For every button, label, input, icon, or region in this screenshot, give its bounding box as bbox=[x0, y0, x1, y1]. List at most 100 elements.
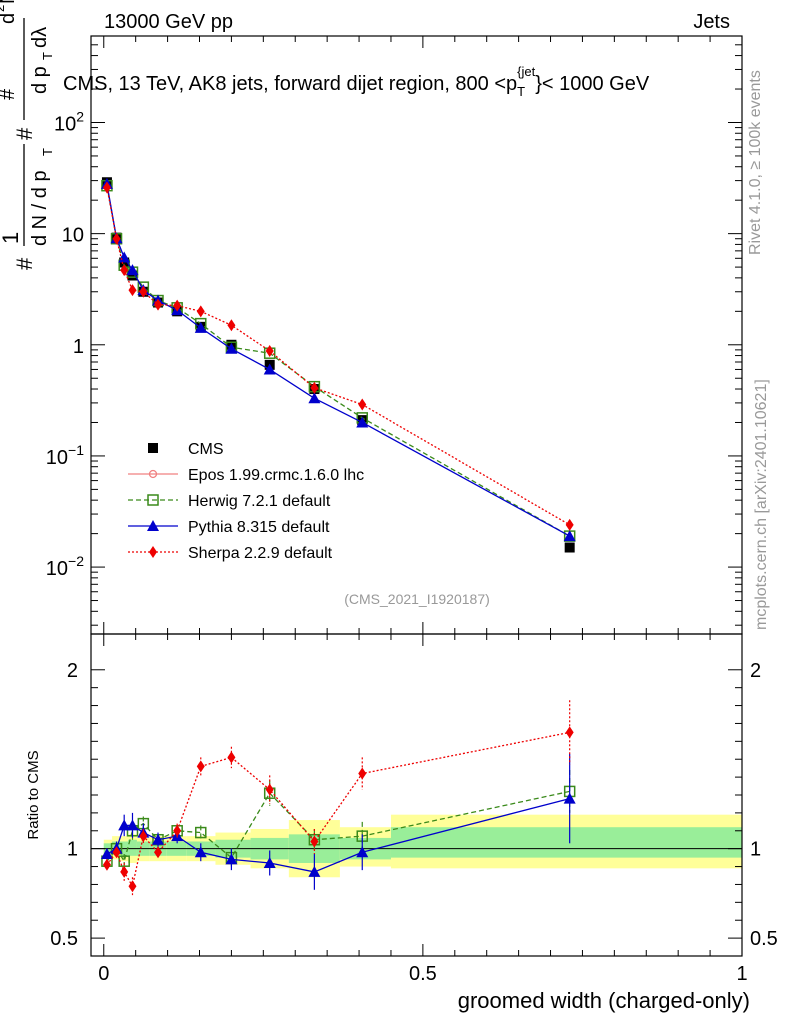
pythia-point bbox=[563, 530, 576, 542]
cms-point bbox=[564, 542, 575, 553]
svg-text:N: N bbox=[0, 0, 19, 4]
ratio-inner-band-3 bbox=[128, 839, 137, 856]
herwig-ratio-point bbox=[195, 826, 207, 839]
y-tick-label: 102 bbox=[54, 108, 84, 135]
ratio-y-tick-label-right: 0.5 bbox=[750, 928, 778, 950]
y-tick-label: 10−2 bbox=[46, 553, 84, 580]
x-tick-label: 1 bbox=[736, 963, 747, 985]
series-layer bbox=[100, 177, 576, 896]
ratio-y-tick-label-right: 2 bbox=[750, 660, 761, 682]
sherpa-ratio-point bbox=[120, 865, 129, 878]
sherpa-point bbox=[120, 264, 129, 277]
pythia-ratio-point bbox=[194, 846, 207, 858]
legend-label-herwig: Herwig 7.2.1 default bbox=[188, 493, 331, 510]
sherpa-ratio-point bbox=[139, 830, 148, 843]
x-axis-label: groomed width (charged-only) bbox=[458, 988, 750, 1013]
sherpa-point bbox=[310, 381, 319, 394]
sherpa-ratio-point bbox=[265, 783, 274, 796]
sherpa-ratio-point bbox=[196, 760, 205, 773]
header-left: 13000 GeV pp bbox=[104, 11, 233, 33]
pythia-point bbox=[118, 251, 131, 263]
legend-label-sherpa: Sherpa 2.2.9 default bbox=[188, 545, 333, 562]
svg-text:1: 1 bbox=[0, 232, 23, 244]
ratio-frame bbox=[90, 633, 743, 957]
cms-point bbox=[127, 270, 138, 281]
sherpa-ratio-point bbox=[128, 880, 137, 893]
svg-text:d N / d p: d N / d p bbox=[29, 170, 51, 246]
sherpa-point bbox=[565, 518, 574, 531]
side-text-bottom: mcplots.cern.ch [arXiv:2401.10621] bbox=[753, 379, 770, 630]
pythia-point bbox=[225, 342, 238, 354]
sherpa-ratio-point bbox=[565, 726, 574, 739]
ratio-y-tick-label: 0.5 bbox=[50, 928, 78, 950]
pythia-ratio-point bbox=[563, 792, 576, 804]
analysis-watermark: (CMS_2021_I1920187) bbox=[344, 591, 490, 607]
sherpa-point bbox=[139, 285, 148, 298]
chart-title: CMS, 13 TeV, AK8 jets, forward dijet reg… bbox=[63, 64, 650, 99]
pythia-point bbox=[194, 321, 207, 333]
pythia-point bbox=[356, 416, 369, 428]
svg-text:T: T bbox=[40, 148, 55, 156]
y-tick-label: 10−1 bbox=[46, 442, 84, 469]
ratio-y-axis-label: Ratio to CMS bbox=[25, 750, 42, 839]
legend: CMS Epos 1.99.crmc.1.6.0 lhc Herwig 7.2.1 … bbox=[128, 441, 364, 562]
x-tick-label: 0.5 bbox=[409, 963, 437, 985]
legend-marker-pythia bbox=[147, 520, 159, 531]
y-tick-label: 1 bbox=[73, 336, 84, 358]
pythia-ratio-point bbox=[263, 856, 276, 868]
ratio-y-tick-label: 2 bbox=[67, 660, 78, 682]
header-right: Jets bbox=[693, 11, 730, 33]
svg-text:d: d bbox=[0, 13, 19, 24]
x-tick-label: 0 bbox=[98, 963, 109, 985]
sherpa-ratio-point bbox=[310, 835, 319, 848]
pythia-ratio-point bbox=[126, 819, 139, 831]
side-text-top: Rivet 4.1.0, ≥ 100k events bbox=[747, 70, 764, 255]
main-y-axis-label: # 1 d N / d p T # # d p T dλ d 2 N bbox=[0, 0, 55, 270]
svg-text:#: # bbox=[12, 127, 37, 140]
ratio-y-tick-label: 1 bbox=[67, 839, 78, 861]
sherpa-point bbox=[112, 232, 121, 245]
legend-label-cms: CMS bbox=[188, 441, 224, 458]
legend-label-epos: Epos 1.99.crmc.1.6.0 lhc bbox=[188, 467, 364, 484]
svg-text:T: T bbox=[40, 52, 55, 60]
legend-marker-sherpa bbox=[149, 546, 157, 558]
pythia-ratio-point bbox=[356, 846, 369, 858]
pythia-ratio-point bbox=[225, 853, 238, 865]
svg-text:dλ: dλ bbox=[29, 27, 51, 48]
sherpa-ratio-point bbox=[154, 846, 163, 859]
sherpa-ratio-point bbox=[358, 767, 367, 780]
pythia-point bbox=[126, 264, 139, 276]
sherpa-ratio-point bbox=[227, 751, 236, 764]
ratio-y-tick-label-right: 1 bbox=[750, 839, 761, 861]
y-tick-label: 10 bbox=[62, 225, 84, 247]
sherpa-point bbox=[102, 181, 111, 194]
ratio-inner-band-12 bbox=[390, 827, 742, 858]
pythia-point bbox=[308, 392, 321, 404]
sherpa-point bbox=[196, 305, 205, 318]
svg-text:#: # bbox=[12, 257, 37, 270]
sherpa-point bbox=[154, 298, 163, 311]
sherpa-point bbox=[128, 284, 137, 297]
ratio-bands bbox=[103, 814, 742, 878]
legend-marker-herwig bbox=[147, 494, 159, 506]
sherpa-ratio-point bbox=[112, 846, 121, 859]
legend-label-pythia: Pythia 8.315 default bbox=[188, 519, 330, 536]
pythia-ratio-point bbox=[152, 833, 165, 845]
svg-text:#: # bbox=[0, 88, 19, 100]
pythia-ratio-point bbox=[118, 819, 131, 831]
sherpa-ratio-point bbox=[102, 858, 111, 871]
sherpa-point bbox=[173, 299, 182, 312]
legend-marker-cms bbox=[148, 443, 158, 453]
sherpa-point bbox=[358, 398, 367, 411]
pythia-point bbox=[263, 363, 276, 375]
pythia-ratio-point bbox=[308, 865, 321, 877]
legend-marker-epos bbox=[148, 469, 158, 479]
svg-text:2: 2 bbox=[0, 5, 7, 12]
svg-text:d p: d p bbox=[29, 66, 51, 94]
sherpa-ratio-point bbox=[173, 824, 182, 837]
sherpa-point bbox=[227, 319, 236, 332]
sherpa-point bbox=[265, 344, 274, 357]
pythia-ratio-point bbox=[100, 848, 113, 860]
